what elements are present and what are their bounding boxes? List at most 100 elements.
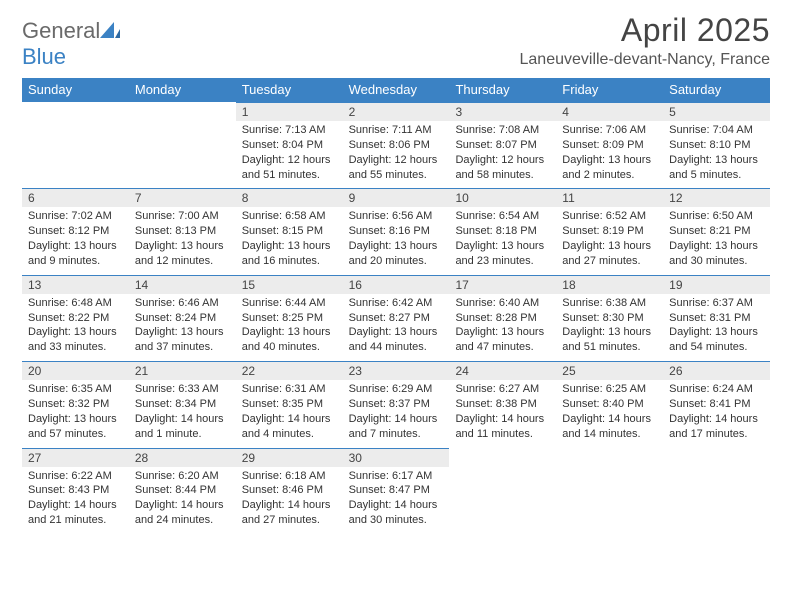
daylight-text: Daylight: 13 hours and 27 minutes. [562, 239, 657, 269]
day-cell: 1Sunrise: 7:13 AMSunset: 8:04 PMDaylight… [236, 102, 343, 188]
week-row: 27Sunrise: 6:22 AMSunset: 8:43 PMDayligh… [22, 448, 770, 534]
sunrise-text: Sunrise: 6:48 AM [28, 296, 123, 311]
daylight-text: Daylight: 14 hours and 7 minutes. [349, 412, 444, 442]
week-row: 1Sunrise: 7:13 AMSunset: 8:04 PMDaylight… [22, 102, 770, 188]
sunset-text: Sunset: 8:12 PM [28, 224, 123, 239]
daylight-text: Daylight: 13 hours and 16 minutes. [242, 239, 337, 269]
day-body: Sunrise: 7:00 AMSunset: 8:13 PMDaylight:… [129, 207, 236, 274]
sunrise-text: Sunrise: 6:20 AM [135, 469, 230, 484]
day-number: 16 [343, 275, 450, 294]
weeks-container: 1Sunrise: 7:13 AMSunset: 8:04 PMDaylight… [22, 102, 770, 534]
day-body: Sunrise: 7:04 AMSunset: 8:10 PMDaylight:… [663, 121, 770, 188]
sunrise-text: Sunrise: 7:11 AM [349, 123, 444, 138]
day-number: 29 [236, 448, 343, 467]
daylight-text: Daylight: 13 hours and 40 minutes. [242, 325, 337, 355]
daylight-text: Daylight: 14 hours and 4 minutes. [242, 412, 337, 442]
day-body: Sunrise: 7:06 AMSunset: 8:09 PMDaylight:… [556, 121, 663, 188]
sunrise-text: Sunrise: 6:22 AM [28, 469, 123, 484]
day-body: Sunrise: 6:20 AMSunset: 8:44 PMDaylight:… [129, 467, 236, 534]
day-number [22, 102, 129, 120]
day-cell [449, 448, 556, 534]
sunset-text: Sunset: 8:40 PM [562, 397, 657, 412]
sunset-text: Sunset: 8:47 PM [349, 483, 444, 498]
day-body: Sunrise: 6:56 AMSunset: 8:16 PMDaylight:… [343, 207, 450, 274]
sunset-text: Sunset: 8:46 PM [242, 483, 337, 498]
day-cell [129, 102, 236, 188]
daylight-text: Daylight: 12 hours and 51 minutes. [242, 153, 337, 183]
sunrise-text: Sunrise: 6:50 AM [669, 209, 764, 224]
day-cell: 20Sunrise: 6:35 AMSunset: 8:32 PMDayligh… [22, 361, 129, 447]
page-header: General Blue April 2025 Laneuveville-dev… [22, 12, 770, 70]
day-cell: 10Sunrise: 6:54 AMSunset: 8:18 PMDayligh… [449, 188, 556, 274]
day-cell: 3Sunrise: 7:08 AMSunset: 8:07 PMDaylight… [449, 102, 556, 188]
daylight-text: Daylight: 13 hours and 23 minutes. [455, 239, 550, 269]
sunrise-text: Sunrise: 6:18 AM [242, 469, 337, 484]
sunset-text: Sunset: 8:41 PM [669, 397, 764, 412]
day-cell: 22Sunrise: 6:31 AMSunset: 8:35 PMDayligh… [236, 361, 343, 447]
sunset-text: Sunset: 8:15 PM [242, 224, 337, 239]
day-cell: 15Sunrise: 6:44 AMSunset: 8:25 PMDayligh… [236, 275, 343, 361]
day-body: Sunrise: 6:35 AMSunset: 8:32 PMDaylight:… [22, 380, 129, 447]
day-number [129, 102, 236, 120]
sunset-text: Sunset: 8:24 PM [135, 311, 230, 326]
day-cell [556, 448, 663, 534]
day-cell: 23Sunrise: 6:29 AMSunset: 8:37 PMDayligh… [343, 361, 450, 447]
sunset-text: Sunset: 8:21 PM [669, 224, 764, 239]
sunrise-text: Sunrise: 6:25 AM [562, 382, 657, 397]
daylight-text: Daylight: 14 hours and 17 minutes. [669, 412, 764, 442]
day-number: 22 [236, 361, 343, 380]
daylight-text: Daylight: 14 hours and 30 minutes. [349, 498, 444, 528]
sunset-text: Sunset: 8:28 PM [455, 311, 550, 326]
weekday-header-cell: Tuesday [236, 78, 343, 102]
sunrise-text: Sunrise: 6:37 AM [669, 296, 764, 311]
day-number: 12 [663, 188, 770, 207]
day-number: 23 [343, 361, 450, 380]
weekday-header-cell: Thursday [449, 78, 556, 102]
day-body: Sunrise: 6:25 AMSunset: 8:40 PMDaylight:… [556, 380, 663, 447]
sunset-text: Sunset: 8:06 PM [349, 138, 444, 153]
day-number: 1 [236, 102, 343, 121]
day-cell: 8Sunrise: 6:58 AMSunset: 8:15 PMDaylight… [236, 188, 343, 274]
daylight-text: Daylight: 13 hours and 37 minutes. [135, 325, 230, 355]
sunrise-text: Sunrise: 7:00 AM [135, 209, 230, 224]
sunrise-text: Sunrise: 6:42 AM [349, 296, 444, 311]
day-number: 4 [556, 102, 663, 121]
day-cell: 18Sunrise: 6:38 AMSunset: 8:30 PMDayligh… [556, 275, 663, 361]
day-body: Sunrise: 6:42 AMSunset: 8:27 PMDaylight:… [343, 294, 450, 361]
daylight-text: Daylight: 13 hours and 54 minutes. [669, 325, 764, 355]
day-number: 7 [129, 188, 236, 207]
day-body: Sunrise: 6:33 AMSunset: 8:34 PMDaylight:… [129, 380, 236, 447]
weekday-header-cell: Saturday [663, 78, 770, 102]
weekday-header-cell: Sunday [22, 78, 129, 102]
day-cell: 5Sunrise: 7:04 AMSunset: 8:10 PMDaylight… [663, 102, 770, 188]
sunset-text: Sunset: 8:18 PM [455, 224, 550, 239]
day-body: Sunrise: 6:37 AMSunset: 8:31 PMDaylight:… [663, 294, 770, 361]
sunset-text: Sunset: 8:44 PM [135, 483, 230, 498]
day-body: Sunrise: 6:17 AMSunset: 8:47 PMDaylight:… [343, 467, 450, 534]
day-body: Sunrise: 6:27 AMSunset: 8:38 PMDaylight:… [449, 380, 556, 447]
sunrise-text: Sunrise: 6:40 AM [455, 296, 550, 311]
daylight-text: Daylight: 13 hours and 47 minutes. [455, 325, 550, 355]
daylight-text: Daylight: 13 hours and 44 minutes. [349, 325, 444, 355]
day-body: Sunrise: 6:54 AMSunset: 8:18 PMDaylight:… [449, 207, 556, 274]
sunset-text: Sunset: 8:10 PM [669, 138, 764, 153]
logo-text: General Blue [22, 18, 120, 70]
daylight-text: Daylight: 14 hours and 27 minutes. [242, 498, 337, 528]
day-body: Sunrise: 7:11 AMSunset: 8:06 PMDaylight:… [343, 121, 450, 188]
day-cell: 17Sunrise: 6:40 AMSunset: 8:28 PMDayligh… [449, 275, 556, 361]
sunrise-text: Sunrise: 6:56 AM [349, 209, 444, 224]
sunrise-text: Sunrise: 6:44 AM [242, 296, 337, 311]
daylight-text: Daylight: 13 hours and 51 minutes. [562, 325, 657, 355]
day-number: 19 [663, 275, 770, 294]
day-cell: 30Sunrise: 6:17 AMSunset: 8:47 PMDayligh… [343, 448, 450, 534]
sunrise-text: Sunrise: 7:08 AM [455, 123, 550, 138]
day-cell: 11Sunrise: 6:52 AMSunset: 8:19 PMDayligh… [556, 188, 663, 274]
logo-sail-icon [100, 20, 120, 43]
sunrise-text: Sunrise: 6:58 AM [242, 209, 337, 224]
day-number: 15 [236, 275, 343, 294]
day-number: 3 [449, 102, 556, 121]
day-number: 25 [556, 361, 663, 380]
daylight-text: Daylight: 14 hours and 14 minutes. [562, 412, 657, 442]
weekday-header-cell: Friday [556, 78, 663, 102]
day-body: Sunrise: 7:13 AMSunset: 8:04 PMDaylight:… [236, 121, 343, 188]
